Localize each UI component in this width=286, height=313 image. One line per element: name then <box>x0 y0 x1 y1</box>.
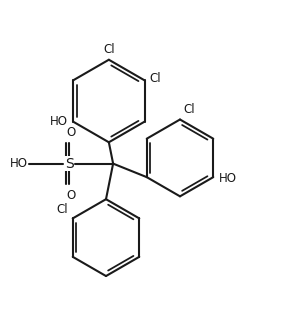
Text: O: O <box>66 126 75 139</box>
Text: HO: HO <box>10 157 28 170</box>
Text: HO: HO <box>219 172 237 185</box>
Text: S: S <box>65 156 74 171</box>
Text: Cl: Cl <box>103 43 115 56</box>
Text: Cl: Cl <box>56 203 67 216</box>
Text: O: O <box>66 189 75 202</box>
Text: HO: HO <box>50 115 68 128</box>
Text: Cl: Cl <box>150 72 161 85</box>
Text: Cl: Cl <box>183 103 195 115</box>
